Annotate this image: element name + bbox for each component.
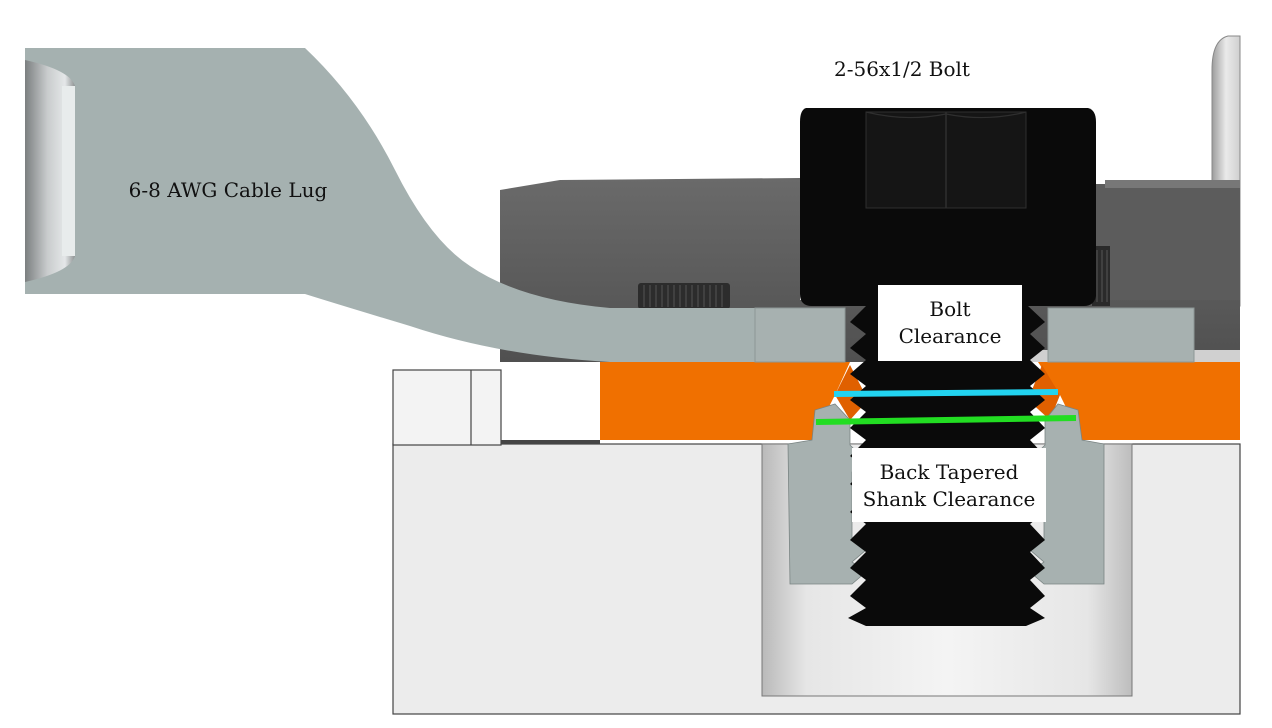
cable-lug bbox=[25, 48, 1195, 363]
shank-clearance-box bbox=[852, 448, 1046, 522]
knurled-nut-left bbox=[638, 283, 730, 309]
bolt-clearance-label-line2: Clearance bbox=[899, 324, 1002, 348]
bolt bbox=[800, 108, 1096, 626]
threaded-insert bbox=[787, 403, 1105, 585]
shank-clearance-label-line1: Back Tapered bbox=[880, 460, 1019, 484]
shank-clearance-line bbox=[815, 415, 1077, 425]
shank-clearance-label-line2: Shank Clearance bbox=[863, 487, 1036, 511]
lug-barrel-end bbox=[25, 60, 75, 282]
bolt-clearance-line bbox=[833, 389, 1059, 397]
knurled-nut-right bbox=[1092, 246, 1110, 306]
bolt-clearance-label-line1: Bolt bbox=[929, 297, 970, 321]
bolt-clearance-box bbox=[878, 285, 1022, 361]
bolt-label: 2-56x1/2 Bolt bbox=[834, 57, 970, 81]
lug-label: 6-8 AWG Cable Lug bbox=[129, 178, 328, 202]
